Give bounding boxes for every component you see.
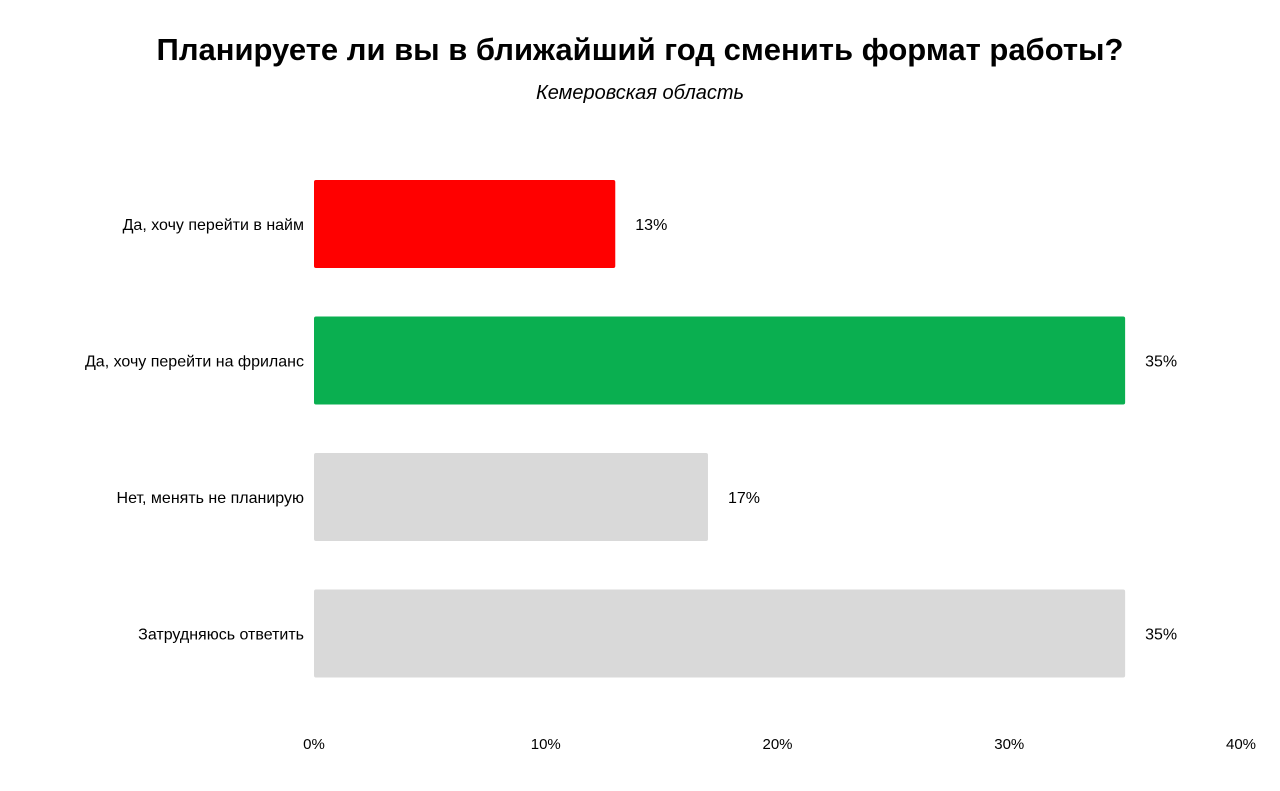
x-tick-label: 10% xyxy=(531,736,561,753)
category-label: Да, хочу перейти на фриланс xyxy=(85,354,304,371)
chart-subtitle: Кемеровская область xyxy=(535,82,745,104)
x-tick-label: 20% xyxy=(762,736,792,753)
value-label: 35% xyxy=(1145,627,1177,644)
x-tick-label: 0% xyxy=(303,736,325,753)
value-label: 35% xyxy=(1145,354,1177,371)
bar-1 xyxy=(314,180,616,268)
chart-title: Планируете ли вы в ближайший год сменить… xyxy=(156,32,1124,67)
bar-2 xyxy=(314,316,1126,405)
value-label: 17% xyxy=(728,490,760,507)
bar-4 xyxy=(314,589,1126,678)
x-tick-label: 40% xyxy=(1226,736,1256,753)
category-label: Да, хочу перейти в найм xyxy=(123,217,304,234)
x-tick-label: 30% xyxy=(994,736,1024,753)
bar-3 xyxy=(314,453,708,541)
category-label: Затрудняюсь ответить xyxy=(138,627,304,644)
value-label: 13% xyxy=(635,217,667,234)
category-label: Нет, менять не планирую xyxy=(117,490,304,507)
